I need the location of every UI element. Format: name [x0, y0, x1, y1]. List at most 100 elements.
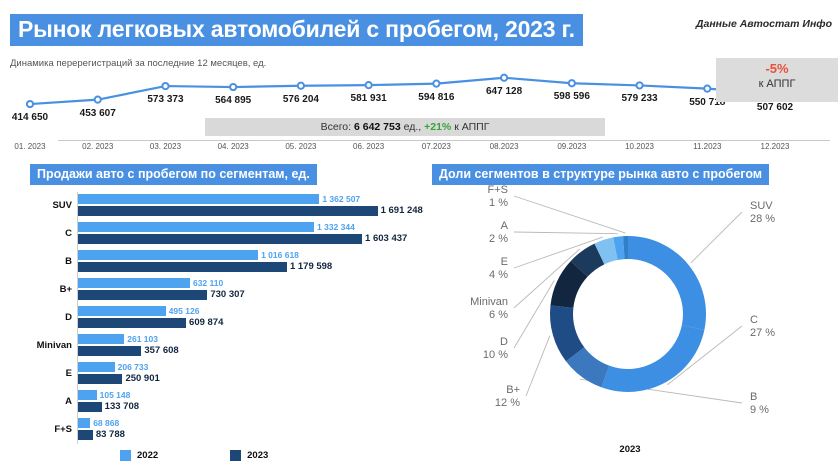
bar-row: D 495 126 609 874 [0, 304, 420, 332]
line-point [25, 99, 35, 109]
donut-leader-line [513, 231, 618, 235]
month-tick-label: 08.2023 [489, 142, 519, 151]
donut-label: B+ 12 % [495, 384, 520, 411]
bar-value-label: 105 148 [99, 390, 131, 400]
bar-category-label: D [65, 312, 72, 323]
bar-category-label: B+ [59, 284, 72, 295]
bar-segment [78, 278, 190, 288]
line-point-label: 647 128 [486, 85, 523, 97]
bar-value-label: 1 016 618 [261, 250, 299, 260]
donut-label-name: A [500, 220, 508, 232]
page-title: Рынок легковых автомобилей с пробегом, 2… [10, 14, 583, 47]
donut-segment [601, 325, 705, 392]
bar-row: C 1 332 344 1 603 437 [0, 220, 420, 248]
month-tick-label: 09.2023 [557, 142, 587, 151]
donut-label-percent: 6 % [489, 309, 508, 322]
donut-segment [550, 261, 588, 308]
month-tick-label: 05. 2023 [285, 142, 317, 151]
bar-chart: SUV 1 362 507 1 691 248 C 1 332 344 1 603 437… [0, 192, 423, 444]
line-point-label: 576 204 [282, 93, 319, 105]
donut-label-name: Minivan [470, 296, 508, 308]
line-point [432, 79, 441, 88]
chart-legend: 2022 2023 [120, 450, 268, 461]
bar-row: Minivan 261 103 357 608 [0, 332, 420, 360]
line-point [703, 84, 712, 93]
bar-segment [78, 290, 208, 300]
bar-segment [78, 346, 142, 356]
line-point-label: 550 718 [689, 96, 726, 108]
line-point-label: 414 650 [11, 112, 49, 124]
bar-segment [78, 374, 123, 384]
donut-label-percent: 27 % [750, 327, 776, 340]
line-chart: 414 650 453 607 573 373 564 895 576 204 581 9… [0, 68, 840, 123]
line-point [364, 81, 373, 90]
month-tick-label: 04. 2023 [217, 142, 249, 151]
bar-segment [78, 206, 378, 216]
bar-category-label: Minivan [36, 340, 72, 351]
axis-rule [58, 140, 830, 141]
donut-label-percent: 2 % [489, 233, 508, 246]
line-point-label: 453 607 [79, 107, 116, 119]
bar-segment [78, 222, 314, 232]
donut-chart-svg [513, 195, 743, 404]
donut-label-name: C [750, 314, 758, 326]
donut-leader-line [525, 335, 551, 397]
bar-category-label: B [65, 256, 72, 267]
bar-chart-baseline [77, 192, 78, 444]
month-axis: 01. 2023 02. 2023 03. 2023 04. 2023 05. 2023… [0, 142, 840, 156]
bar-row: B+ 632 110 730 307 [0, 276, 420, 304]
line-point [296, 81, 306, 90]
donut-label: Minivan 6 % [470, 296, 508, 323]
donut-leader-line [513, 236, 603, 269]
bar-value-label: 1 332 344 [317, 222, 355, 232]
donut-label-name: B [750, 391, 758, 403]
bar-segment [78, 334, 125, 344]
line-point [229, 82, 238, 92]
bar-category-label: SUV [52, 200, 72, 211]
donut-label-percent: 1 % [489, 197, 508, 210]
bar-value-label: 261 103 [127, 334, 158, 344]
legend-label: 2023 [247, 450, 269, 461]
bar-value-label: 68 868 [93, 418, 120, 428]
donut-label-name: E [500, 256, 508, 268]
month-tick-label: 10.2023 [625, 142, 654, 151]
bar-segment [78, 262, 287, 272]
legend-swatch [230, 450, 242, 461]
bar-segment [78, 306, 166, 316]
donut-leader-line [513, 280, 555, 349]
month-tick-label: 03. 2023 [149, 142, 182, 151]
donut-label-percent: 10 % [482, 349, 508, 362]
donut-label: F+S 1 % [488, 184, 508, 211]
bar-row: B 1 016 618 1 179 598 [0, 248, 420, 276]
bar-value-label: 730 307 [210, 289, 245, 300]
donut-segment [628, 236, 706, 330]
line-point-label: 564 895 [215, 95, 252, 107]
month-tick-label: 01. 2023 [14, 142, 46, 151]
bar-panel-title: Продажи авто с пробегом по сегментам, ед… [30, 164, 317, 185]
donut-label: SUV 28 % [750, 200, 775, 227]
bar-category-label: A [65, 396, 72, 407]
month-tick-label: 11.2023 [693, 142, 722, 151]
donut-label: D 10 % [483, 336, 508, 363]
donut-segment [623, 236, 628, 260]
donut-label-name: F+S [487, 184, 508, 196]
bar-category-label: C [65, 228, 72, 239]
line-chart-svg [25, 73, 780, 109]
donut-label-name: SUV [750, 200, 773, 212]
bar-segment [78, 362, 115, 372]
donut-chart: 2023 SUV 28 % C 27 % B 9 % B+ 12 % D 10 % Minivan 6… [420, 184, 840, 464]
donut-leader-line [690, 211, 743, 264]
donut-label-percent: 28 % [750, 213, 776, 226]
bar-value-label: 357 608 [144, 345, 179, 356]
month-tick-label: 02. 2023 [82, 142, 114, 151]
bar-value-label: 133 708 [104, 401, 140, 412]
bar-value-label: 250 901 [125, 373, 160, 384]
bar-segment [78, 430, 93, 440]
legend-item: 2022 [120, 450, 158, 461]
bar-row: F+S 68 868 83 788 [0, 416, 420, 444]
donut-leader-line [667, 325, 743, 386]
yoy-badge-caption: к АППГ [758, 77, 796, 90]
legend-label: 2022 [137, 450, 159, 461]
